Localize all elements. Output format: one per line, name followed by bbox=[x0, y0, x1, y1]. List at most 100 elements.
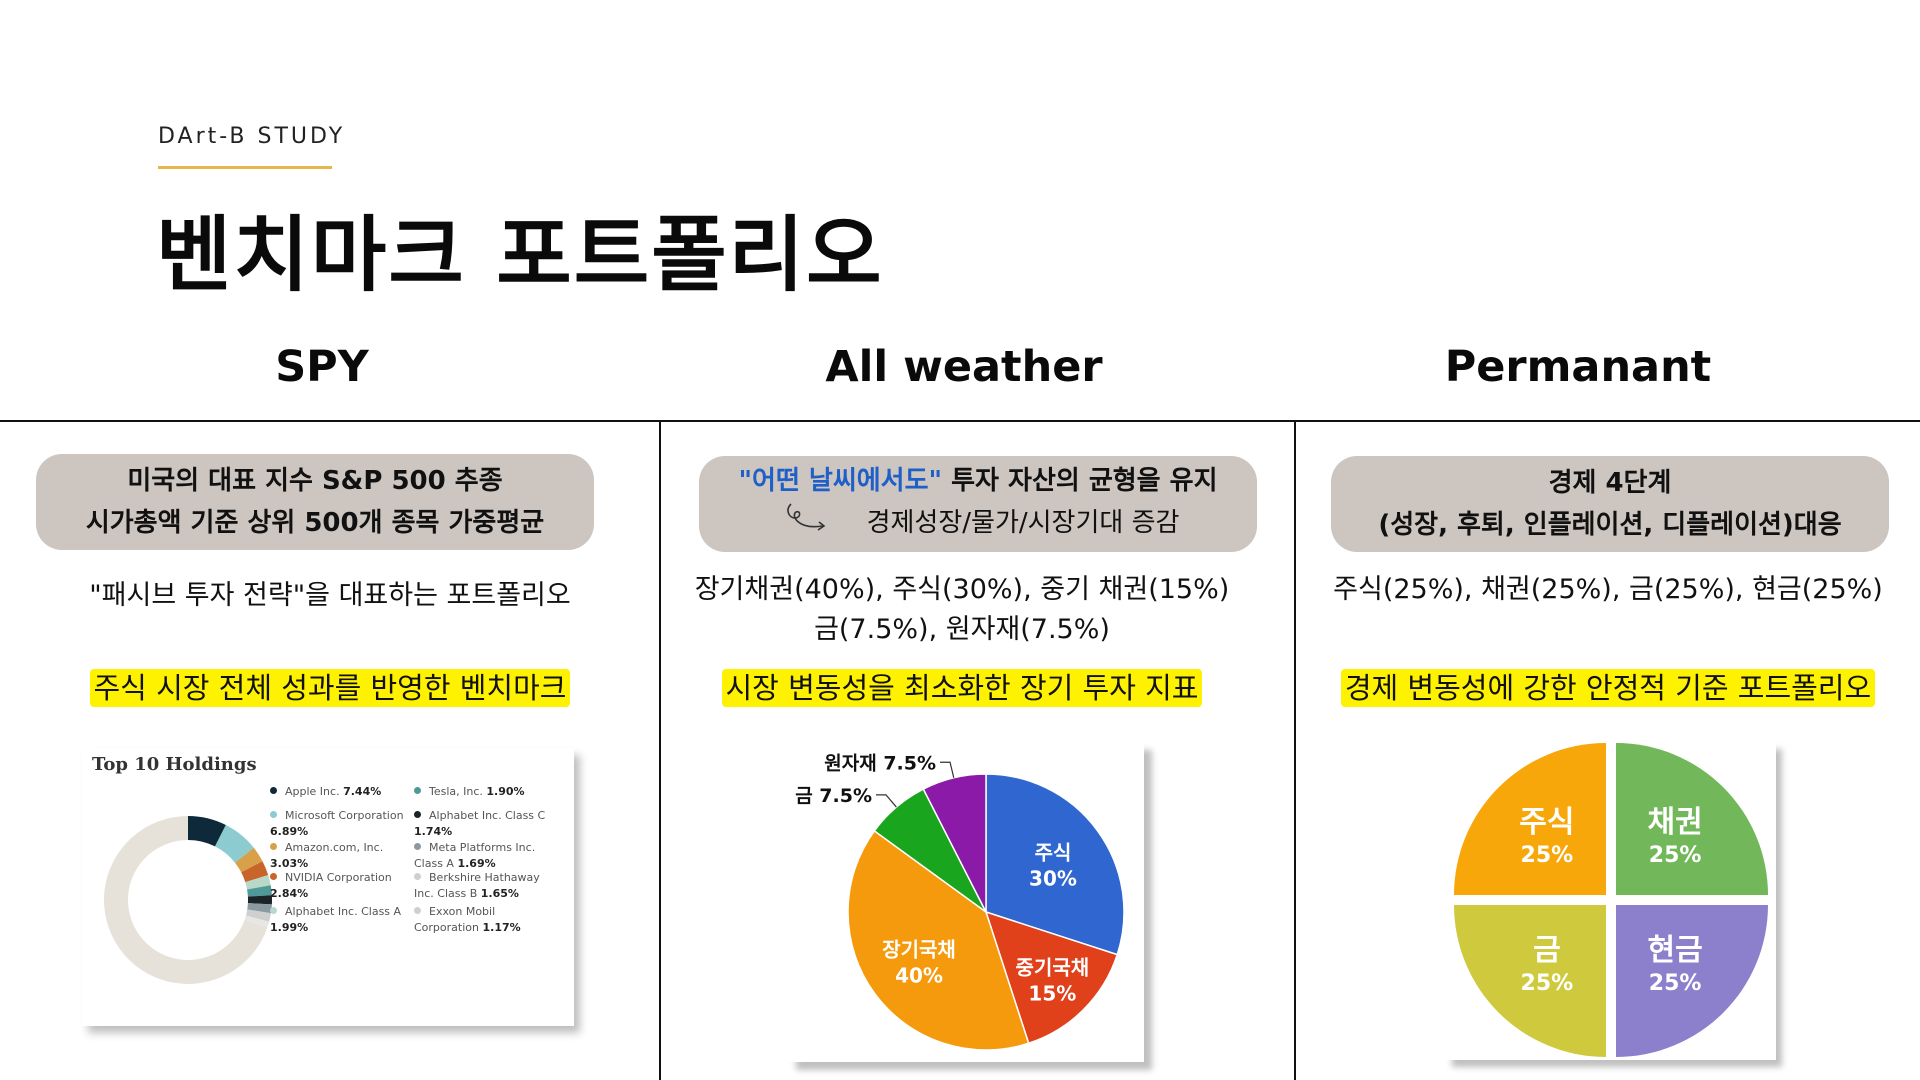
holding-name: NVIDIA Corporation bbox=[285, 871, 392, 884]
holding-name: Meta Platforms Inc. Class A bbox=[414, 841, 536, 870]
holding-legend-item-3: NVIDIA Corporation 2.84% bbox=[270, 870, 404, 902]
pie-label: 장기국채 bbox=[882, 938, 956, 962]
curly-arrow-icon bbox=[787, 503, 826, 531]
holding-legend-item-4: Alphabet Inc. Class A 1.99% bbox=[270, 904, 404, 936]
donut-slice-6 bbox=[247, 895, 272, 905]
quadrant-label: 주식 bbox=[1519, 805, 1574, 840]
holding-legend-item-8: Berkshire Hathaway Inc. Class B 1.65% bbox=[414, 870, 548, 902]
holding-weight: 1.74% bbox=[414, 825, 453, 838]
holding-legend-item-1: Microsoft Corporation 6.89% bbox=[270, 808, 404, 840]
pie-leader-line bbox=[940, 761, 955, 778]
spy-pill-line-1: 미국의 대표 지수 S&P 500 추종 bbox=[127, 466, 503, 496]
donut-slice-2 bbox=[235, 847, 263, 873]
holding-name: Exxon Mobil Corporation bbox=[414, 905, 496, 934]
donut-slice-0 bbox=[188, 816, 226, 847]
permanant-pill-line-2: (성장, 후퇴, 인플레이션, 디플레이션)대응 bbox=[1378, 510, 1842, 540]
legend-dot-icon bbox=[270, 787, 277, 794]
pie-slice-0 bbox=[985, 773, 1125, 956]
all-weather-highlight: 시장 변동성을 최소화한 장기 투자 지표 bbox=[662, 665, 1262, 707]
page-title: 벤치마크 포트폴리오 bbox=[156, 208, 884, 303]
quadrant-slice-0 bbox=[1454, 743, 1606, 895]
legend-dot-icon bbox=[270, 907, 277, 914]
quadrant-value-label: 25% bbox=[1649, 843, 1702, 868]
brand-underline bbox=[158, 166, 332, 169]
holding-legend-item-2: Amazon.com, Inc. 3.03% bbox=[270, 840, 404, 872]
holding-name: Amazon.com, Inc. bbox=[285, 841, 384, 854]
column-title-permanant: Permanant bbox=[1444, 342, 1712, 392]
holding-weight: 2.84% bbox=[270, 887, 309, 900]
spy-description: "패시브 투자 전략"을 대표하는 포트폴리오 bbox=[89, 580, 571, 611]
legend-dot-icon bbox=[270, 843, 277, 850]
quadrant-value-label: 25% bbox=[1521, 843, 1574, 868]
quadrant-label: 현금 bbox=[1648, 933, 1703, 968]
holding-legend-item-5: Tesla, Inc. 1.90% bbox=[414, 784, 548, 800]
pie-slice-4 bbox=[922, 773, 987, 913]
permanant-quadrant-chart: 주식 25% 채권 25% 현금 25% 금 25% bbox=[1454, 743, 1768, 1057]
holdings-title: Top 10 Holdings bbox=[92, 754, 257, 775]
header-divider bbox=[0, 420, 1920, 422]
pie-value-label: 15% bbox=[1028, 981, 1076, 1005]
holding-weight: 1.17% bbox=[482, 921, 521, 934]
donut-slice-8 bbox=[245, 909, 271, 922]
legend-dot-icon bbox=[414, 873, 421, 880]
donut-slice-1 bbox=[215, 825, 254, 863]
all-weather-highlight-text: 시장 변동성을 최소화한 장기 투자 지표 bbox=[721, 669, 1203, 707]
holding-legend-item-6: Alphabet Inc. Class C 1.74% bbox=[414, 808, 548, 840]
all-weather-description: 장기채권(40%), 주식(30%), 중기 채권(15%) 금(7.5%), … bbox=[662, 570, 1262, 650]
all-weather-desc-line-1: 장기채권(40%), 주식(30%), 중기 채권(15%) bbox=[694, 574, 1230, 605]
holding-weight: 1.65% bbox=[480, 887, 519, 900]
legend-dot-icon bbox=[414, 811, 421, 818]
spy-holdings-card: Top 10 Holdings Apple Inc. 7.44% Microsof… bbox=[82, 748, 574, 1026]
column-divider-1 bbox=[659, 421, 661, 1080]
spy-pill-line-2: 시가총액 기준 상위 500개 종목 가중평균 bbox=[85, 508, 545, 538]
pie-slice-1 bbox=[984, 910, 1119, 1045]
holdings-donut-chart bbox=[104, 816, 272, 984]
donut-slice-3 bbox=[241, 861, 269, 883]
pie-slice-2 bbox=[847, 829, 1030, 1051]
holding-weight: 1.99% bbox=[270, 921, 309, 934]
legend-dot-icon bbox=[414, 787, 421, 794]
holding-name: Alphabet Inc. Class C bbox=[429, 809, 546, 822]
pie-value-label: 30% bbox=[1029, 866, 1077, 890]
quadrant-slice-3 bbox=[1454, 905, 1606, 1057]
legend-dot-icon bbox=[270, 811, 277, 818]
donut-slice-9 bbox=[244, 915, 270, 928]
holding-name: Tesla, Inc. bbox=[429, 785, 487, 798]
spy-highlight-text: 주식 시장 전체 성과를 반영한 벤치마크 bbox=[89, 669, 571, 707]
holding-name: Apple Inc. bbox=[285, 785, 344, 798]
all-weather-quote: "어떤 날씨에서도" bbox=[738, 466, 943, 496]
donut-slice-other bbox=[104, 816, 268, 984]
column-divider-2 bbox=[1294, 421, 1296, 1080]
pie-leader-line bbox=[875, 794, 897, 808]
all-weather-pill-line-1: 투자 자산의 균형을 유지 bbox=[942, 466, 1218, 496]
holding-legend-item-9: Exxon Mobil Corporation 1.17% bbox=[414, 904, 548, 936]
permanant-description: 주식(25%), 채권(25%), 금(25%), 현금(25%) bbox=[1333, 574, 1883, 605]
permanant-highlight-text: 경제 변동성에 강한 안정적 기준 포트폴리오 bbox=[1340, 669, 1876, 707]
holding-legend-item-7: Meta Platforms Inc. Class A 1.69% bbox=[414, 840, 548, 872]
brand-label: DArt-B STUDY bbox=[158, 124, 346, 149]
spy-highlight: 주식 시장 전체 성과를 반영한 벤치마크 bbox=[10, 665, 650, 707]
permanant-summary-pill: 경제 4단계 (성장, 후퇴, 인플레이션, 디플레이션)대응 bbox=[1331, 456, 1889, 552]
holding-weight: 1.90% bbox=[486, 785, 525, 798]
permanant-pill-line-1: 경제 4단계 bbox=[1548, 468, 1672, 498]
holding-name: Berkshire Hathaway Inc. Class B bbox=[414, 871, 540, 900]
pie-label: 중기국채 bbox=[1016, 955, 1090, 979]
holding-legend-item-0: Apple Inc. 7.44% bbox=[270, 784, 404, 800]
holding-name: Microsoft Corporation bbox=[285, 809, 404, 822]
all-weather-pill-line-2: 경제성장/물가/시장기대 증감 bbox=[866, 508, 1180, 538]
quadrant-value-label: 25% bbox=[1521, 971, 1574, 996]
donut-slice-7 bbox=[247, 903, 272, 914]
permanant-quadrant-card: 주식 25% 채권 25% 현금 25% 금 25% bbox=[1446, 742, 1776, 1060]
quadrant-value-label: 25% bbox=[1649, 971, 1702, 996]
pie-callout-label: 금 7.5% bbox=[795, 785, 872, 807]
holding-name: Alphabet Inc. Class A bbox=[285, 905, 402, 918]
all-weather-pie-card: 주식 30% 중기국채 15% 장기국채 40% 금 7.5% 원자재 7.5% bbox=[788, 742, 1144, 1062]
legend-dot-icon bbox=[414, 843, 421, 850]
holding-weight: 3.03% bbox=[270, 857, 309, 870]
column-title-all-weather: All weather bbox=[825, 342, 1103, 392]
legend-dot-icon bbox=[270, 873, 277, 880]
permanant-highlight: 경제 변동성에 강한 안정적 기준 포트폴리오 bbox=[1296, 665, 1920, 707]
holding-weight: 1.69% bbox=[457, 857, 496, 870]
spy-summary-pill: 미국의 대표 지수 S&P 500 추종 시가총액 기준 상위 500개 종목 … bbox=[36, 454, 594, 550]
